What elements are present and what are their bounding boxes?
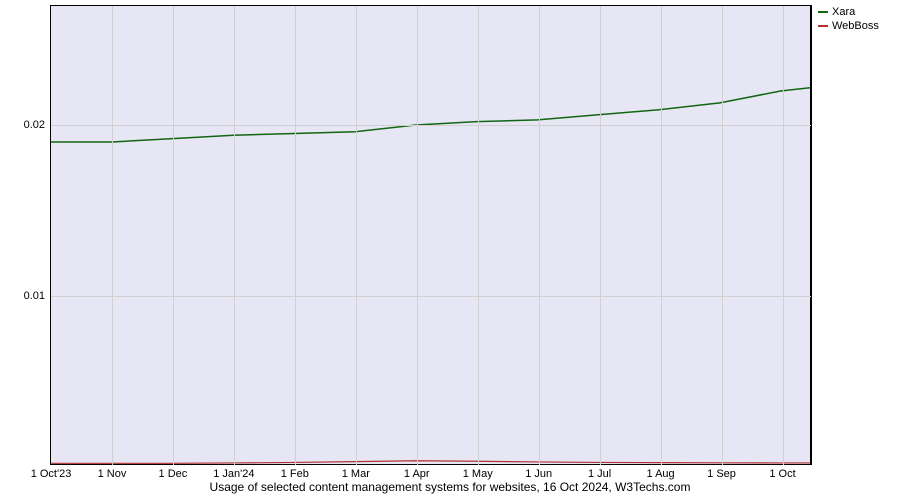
x-tick-label: 1 Oct (769, 468, 795, 480)
x-tick-label: 1 Jul (588, 468, 611, 480)
gridline-v (722, 6, 723, 465)
gridline-v (173, 6, 174, 465)
gridline-v (417, 6, 418, 465)
x-tick-label: 1 Apr (404, 468, 430, 480)
y-tick-label: 0.02 (24, 119, 51, 131)
x-tick-label: 1 Nov (98, 468, 127, 480)
legend-swatch (818, 25, 828, 27)
gridline-v (234, 6, 235, 465)
x-tick-label: 1 Dec (159, 468, 188, 480)
gridline-v (661, 6, 662, 465)
legend-swatch (818, 11, 828, 13)
chart-container: 0.01 0.02 1 Oct'23 1 Nov 1 Dec 1 Jan'24 1 Feb 1… (0, 0, 900, 500)
gridline-v (356, 6, 357, 465)
series-lines (51, 6, 811, 465)
gridline-v (539, 6, 540, 465)
legend-label: WebBoss (832, 19, 879, 33)
plot-outer: 0.010.021 Oct'231 Nov1 Dec1 Jan'241 Feb1… (50, 5, 812, 465)
plot-area: 0.010.021 Oct'231 Nov1 Dec1 Jan'241 Feb1… (50, 5, 812, 465)
gridline-v (600, 6, 601, 465)
gridline-h (51, 125, 811, 126)
gridline-v (783, 6, 784, 465)
series-line (51, 461, 811, 464)
y-tick-label: 0.01 (24, 290, 51, 302)
x-tick-label: 1 May (463, 468, 493, 480)
x-tick-label: 1 Jan'24 (213, 468, 254, 480)
chart-caption: Usage of selected content management sys… (0, 480, 900, 494)
x-tick-label: 1 Sep (707, 468, 736, 480)
gridline-v (112, 6, 113, 465)
legend-label: Xara (832, 5, 855, 19)
x-tick-label: 1 Oct'23 (31, 468, 72, 480)
axis-bottom (51, 464, 811, 465)
gridline-v (295, 6, 296, 465)
series-line (51, 88, 811, 142)
x-tick-label: 1 Jun (525, 468, 552, 480)
x-tick-label: 1 Aug (647, 468, 675, 480)
x-tick-label: 1 Mar (342, 468, 370, 480)
legend-item: WebBoss (818, 19, 879, 33)
gridline-v (478, 6, 479, 465)
gridline-h (51, 296, 811, 297)
x-tick-label: 1 Feb (281, 468, 309, 480)
legend: XaraWebBoss (818, 5, 879, 33)
legend-item: Xara (818, 5, 879, 19)
axis-right (810, 6, 811, 465)
